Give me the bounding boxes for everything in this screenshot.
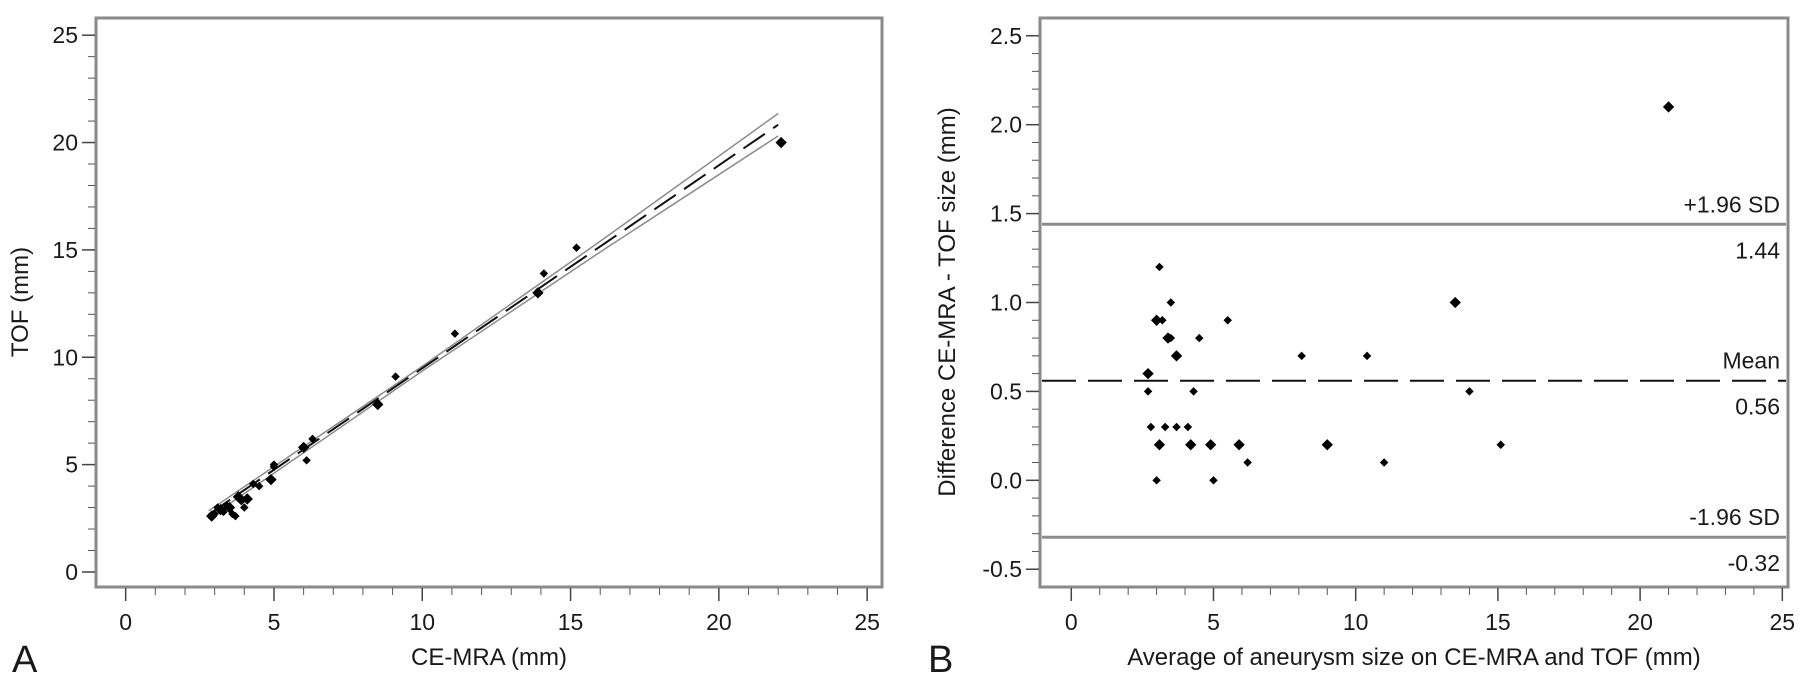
panel-b-x-tick-label: 10 — [1343, 609, 1369, 635]
panel-b-data-point — [1362, 351, 1372, 361]
panel-b-y-tick-label: 1.0 — [990, 290, 1022, 316]
panel-a: A CE-MRA (mm) TOF (mm) 0 5 10 15 20 25 0 5 10 15 2… — [7, 16, 884, 680]
panel-a-data-point — [775, 136, 787, 149]
panel-a-y-tick-label: 5 — [65, 452, 78, 478]
panel-b-data-point — [1153, 439, 1166, 451]
panel-b-data-point — [1158, 316, 1167, 325]
panel-b-data-point — [1297, 351, 1306, 361]
panel-b-data-point — [1449, 296, 1461, 309]
panel-a-x-axis-title: CE-MRA (mm) — [411, 644, 567, 671]
panel-a-letter: A — [12, 639, 38, 680]
panel-a-data-point — [539, 269, 549, 278]
panel-b-data-point — [1662, 101, 1675, 113]
panel-b-data-point — [1172, 422, 1181, 432]
panel-b-reference-line-value: 0.56 — [1735, 394, 1780, 420]
panel-b-x-tick-label: 0 — [1065, 609, 1078, 635]
panel-b-data-point — [1321, 439, 1333, 451]
panel-a-data-point — [302, 456, 311, 465]
panel-b-x-tick-label: 5 — [1207, 609, 1220, 635]
panel-b-data-point — [1204, 439, 1217, 451]
panel-a-data-point — [308, 434, 317, 444]
panel-b-data-point — [1146, 422, 1156, 432]
panel-a-y-tick-label: 15 — [52, 237, 78, 263]
panel-b-x-tick-label: 15 — [1485, 609, 1511, 635]
panel-a-data-point — [240, 503, 249, 512]
panel-b-data-point — [1150, 314, 1163, 326]
panel-a-ci-lower-line — [208, 135, 779, 519]
panel-a-data-point — [241, 493, 253, 505]
panel-a-x-tick-label: 5 — [268, 609, 281, 635]
panel-a-x-tick-label: 0 — [119, 609, 132, 635]
panel-b-reference-line-label: -1.96 SD — [1689, 504, 1780, 530]
panel-b-y-axis-title: Difference CE-MRA - TOF size (mm) — [934, 107, 961, 496]
panel-a-y-tick-label: 25 — [52, 22, 78, 48]
panel-b-data-point — [1183, 422, 1193, 432]
panel-a-data-point — [297, 441, 310, 454]
panel-b-x-axis-title: Average of aneurysm size on CE-MRA and T… — [1127, 644, 1701, 671]
panel-b-y-tick-label: 0.0 — [990, 467, 1022, 493]
panel-b-data-point — [1189, 387, 1198, 396]
panel-b-plot-frame — [1038, 16, 1790, 589]
panel-b-data-point — [1185, 439, 1197, 451]
panel-a-points — [206, 136, 787, 522]
panel-a-data-point — [254, 481, 264, 491]
panel-a-data-point — [532, 287, 544, 299]
panel-b-x-tick-label: 20 — [1627, 609, 1653, 635]
panel-a-data-point — [269, 460, 279, 469]
panel-a-x-tick-label: 20 — [706, 609, 732, 635]
panel-b-y-tick-label: 1.5 — [990, 201, 1022, 227]
panel-a-data-point — [372, 398, 384, 411]
panel-b-data-point — [1142, 367, 1154, 380]
panel-a-data-point — [265, 473, 277, 486]
panel-b-y-tick-label: 2.5 — [990, 23, 1022, 49]
panel-b: B Average of aneurysm size on CE-MRA and… — [928, 16, 1795, 680]
panel-b-letter: B — [928, 639, 953, 680]
panel-a-axes: 0 5 10 15 20 25 0 5 10 15 20 25 — [52, 22, 880, 635]
panel-a-plot-frame — [94, 16, 884, 589]
panel-a-y-tick-label: 20 — [52, 130, 78, 156]
panel-b-data-point — [1223, 316, 1232, 325]
panel-b-data-point — [1143, 387, 1153, 396]
panel-b-y-tick-label: 0.5 — [990, 378, 1022, 404]
panel-b-y-tick-label: -0.5 — [982, 556, 1022, 582]
panel-b-data-point — [1166, 298, 1176, 307]
panel-b-data-point — [1155, 262, 1164, 272]
panel-b-data-point — [1170, 350, 1183, 362]
panel-a-y-tick-label: 10 — [52, 344, 78, 370]
panel-b-y-tick-label: 2.0 — [990, 112, 1022, 138]
panel-a-x-tick-label: 15 — [558, 609, 584, 635]
panel-b-points — [1142, 101, 1675, 485]
panel-b-data-point — [1379, 458, 1389, 467]
panel-a-y-tick-label: 0 — [65, 559, 78, 585]
panel-b-axes: 0 5 10 15 20 25 -0.5 0.0 0.5 1.0 1.5 2.0 2.5 — [982, 23, 1795, 635]
panel-b-data-point — [1152, 476, 1161, 485]
panel-a-data-point — [391, 372, 400, 381]
panel-a-x-tick-label: 25 — [854, 609, 880, 635]
panel-b-x-tick-label: 25 — [1770, 609, 1796, 635]
panel-b-reference-lines: +1.96 SD 1.44 Mean 0.56 -1.96 SD -0.32 — [1042, 191, 1786, 576]
panel-b-reference-line-value: -0.32 — [1728, 550, 1780, 576]
panel-b-data-point — [1465, 387, 1474, 396]
panel-b-data-point — [1496, 440, 1505, 449]
panel-b-data-point — [1233, 439, 1245, 451]
panel-a-y-axis-title: TOF (mm) — [7, 247, 34, 357]
panel-b-reference-line-value: 1.44 — [1735, 237, 1780, 263]
panel-b-reference-line-label: Mean — [1722, 348, 1780, 374]
panel-a-x-tick-label: 10 — [409, 609, 435, 635]
panel-a-data-point — [450, 329, 460, 338]
panel-b-data-point — [1195, 333, 1204, 343]
panel-b-data-point — [1160, 422, 1170, 432]
panel-b-reference-line-label: +1.96 SD — [1683, 191, 1780, 217]
panel-b-data-point — [1243, 458, 1252, 467]
panel-b-data-point — [1209, 476, 1218, 485]
panel-b-data-point — [1166, 333, 1176, 343]
